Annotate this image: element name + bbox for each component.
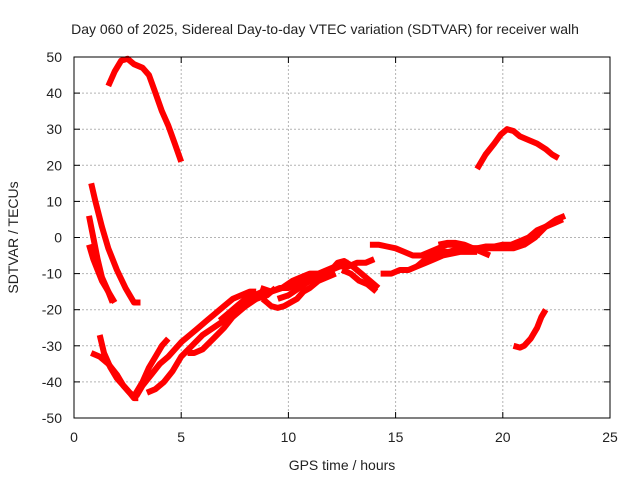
y-tick-label: -10 — [42, 266, 62, 282]
series-line-arc-20 — [437, 239, 492, 259]
series-line-arc-7 — [133, 288, 257, 398]
y-tick-label: 30 — [46, 121, 62, 137]
series-line-arc-15 — [340, 267, 379, 294]
tick-layer: 0 5 10 15 20 25 -50 -40 -30 -20 -10 0 10 20 30 40 50 — [42, 49, 618, 445]
y-tick-label: 40 — [46, 85, 62, 101]
series-line-arc-10 — [187, 296, 258, 356]
series-line-arc-2 — [88, 182, 141, 306]
x-tick-label: 5 — [177, 429, 185, 445]
series-line-arc-14 — [276, 258, 381, 302]
series-line-arc-22 — [512, 308, 549, 351]
series-line-arc-8 — [131, 336, 171, 398]
x-tick-label: 10 — [281, 429, 297, 445]
x-tick-label: 15 — [388, 429, 404, 445]
x-axis-label: GPS time / hours — [289, 457, 396, 473]
y-tick-label: 10 — [46, 193, 62, 209]
y-tick-label: -50 — [42, 410, 62, 426]
y-tick-label: 50 — [46, 49, 62, 65]
series-line-arc-4 — [86, 243, 118, 305]
y-tick-label: 20 — [46, 157, 62, 173]
x-tick-label: 25 — [602, 429, 618, 445]
y-tick-label: -20 — [42, 302, 62, 318]
y-tick-label: -30 — [42, 338, 62, 354]
y-tick-label: 0 — [54, 230, 62, 246]
series-line-arc-1 — [105, 55, 185, 163]
series-line-arc-19 — [426, 213, 567, 263]
x-tick-label: 20 — [495, 429, 511, 445]
series-line-arc-21 — [474, 126, 560, 171]
x-tick-label: 0 — [70, 429, 78, 445]
chart-title: Day 060 of 2025, Sidereal Day-to-day VTE… — [71, 21, 579, 37]
y-tick-label: -40 — [42, 374, 62, 390]
series-line-arc-6 — [96, 334, 136, 399]
y-axis-label: SDTVAR / TECUs — [5, 181, 21, 293]
series-layer — [86, 55, 567, 402]
